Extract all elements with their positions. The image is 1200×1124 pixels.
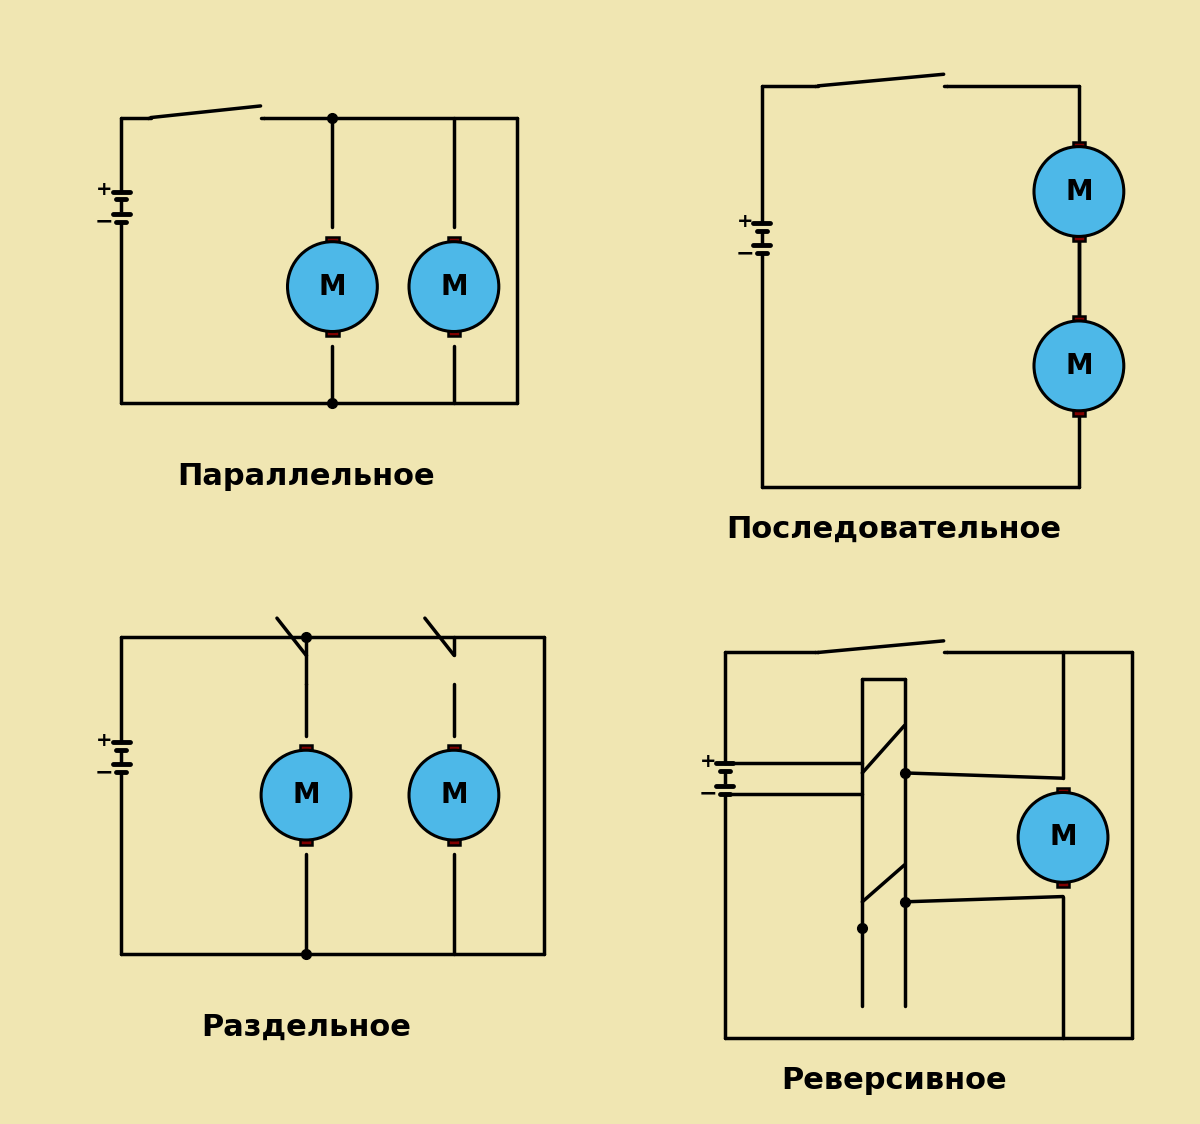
- Ellipse shape: [1034, 321, 1124, 410]
- Text: Раздельное: Раздельное: [202, 1013, 410, 1042]
- Text: М: М: [292, 781, 320, 809]
- Text: +: +: [700, 752, 716, 771]
- Ellipse shape: [1034, 146, 1124, 236]
- Ellipse shape: [262, 750, 350, 840]
- Bar: [326, 330, 338, 336]
- Text: +: +: [96, 180, 113, 199]
- Text: −: −: [698, 783, 718, 804]
- Bar: [448, 745, 461, 751]
- Text: −: −: [95, 762, 114, 782]
- Bar: [1073, 142, 1085, 147]
- Bar: [1057, 881, 1069, 887]
- Ellipse shape: [288, 242, 377, 332]
- Text: М: М: [1049, 824, 1076, 851]
- Text: +: +: [96, 731, 113, 750]
- Bar: [448, 839, 461, 845]
- Ellipse shape: [409, 750, 499, 840]
- Text: −: −: [95, 211, 114, 232]
- Text: М: М: [440, 273, 468, 300]
- Ellipse shape: [409, 242, 499, 332]
- Bar: [300, 839, 312, 845]
- Text: М: М: [440, 781, 468, 809]
- Bar: [1057, 788, 1069, 794]
- Ellipse shape: [1018, 792, 1108, 882]
- Text: +: +: [737, 211, 754, 230]
- Text: Реверсивное: Реверсивное: [781, 1066, 1007, 1095]
- Text: М: М: [1066, 352, 1093, 380]
- Text: М: М: [319, 273, 347, 300]
- Bar: [1073, 235, 1085, 242]
- Bar: [326, 237, 338, 243]
- Text: Последовательное: Последовательное: [726, 515, 1062, 544]
- Text: Параллельное: Параллельное: [178, 462, 434, 491]
- Bar: [1073, 410, 1085, 416]
- Text: −: −: [736, 243, 755, 263]
- Text: М: М: [1066, 178, 1093, 206]
- Bar: [448, 237, 461, 243]
- Bar: [300, 745, 312, 751]
- Bar: [448, 330, 461, 336]
- Bar: [1073, 316, 1085, 321]
